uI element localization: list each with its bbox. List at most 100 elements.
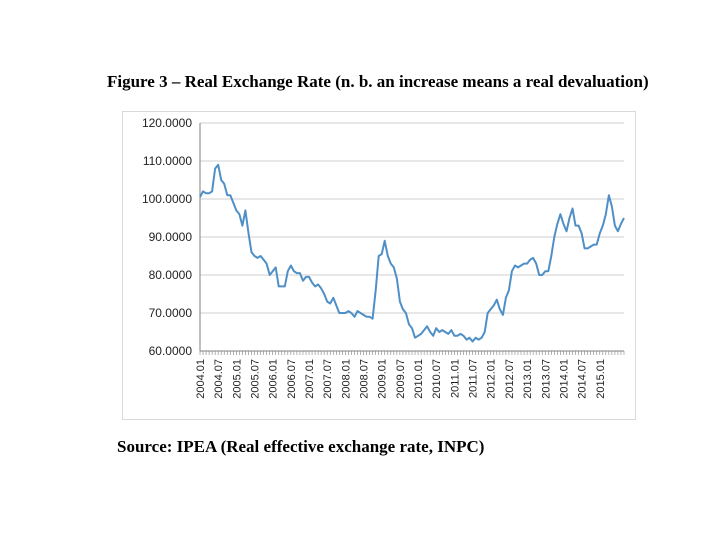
data-point bbox=[217, 164, 219, 166]
data-point bbox=[538, 274, 540, 276]
data-point bbox=[338, 312, 340, 314]
data-point bbox=[426, 325, 428, 327]
data-point bbox=[305, 276, 307, 278]
data-point bbox=[396, 278, 398, 280]
data-point bbox=[575, 225, 577, 227]
data-point bbox=[402, 308, 404, 310]
data-point bbox=[484, 331, 486, 333]
data-point bbox=[254, 255, 256, 257]
data-point bbox=[620, 223, 622, 225]
y-tick-label: 110.0000 bbox=[143, 154, 192, 168]
x-tick-label: 2011.01 bbox=[449, 359, 461, 398]
data-point bbox=[353, 316, 355, 318]
x-tick-label: 2004.01 bbox=[195, 359, 207, 399]
data-point bbox=[541, 274, 543, 276]
data-point bbox=[363, 314, 365, 316]
data-point bbox=[226, 194, 228, 196]
y-tick-label: 60.0000 bbox=[149, 344, 193, 358]
data-point bbox=[423, 329, 425, 331]
data-point bbox=[250, 251, 252, 253]
data-point bbox=[202, 190, 204, 192]
data-point bbox=[417, 335, 419, 337]
data-point bbox=[581, 232, 583, 234]
data-point bbox=[496, 299, 498, 301]
x-tick-label: 2008.07 bbox=[359, 359, 371, 399]
data-point bbox=[611, 206, 613, 208]
data-point bbox=[593, 244, 595, 246]
x-tick-label: 2004.07 bbox=[213, 359, 225, 399]
data-point bbox=[314, 285, 316, 287]
data-point bbox=[429, 331, 431, 333]
data-point bbox=[329, 303, 331, 305]
data-point bbox=[220, 179, 222, 181]
data-point bbox=[414, 337, 416, 339]
data-point bbox=[462, 335, 464, 337]
data-point bbox=[281, 285, 283, 287]
data-point bbox=[523, 263, 525, 265]
data-point bbox=[562, 223, 564, 225]
data-point bbox=[257, 257, 259, 259]
data-point bbox=[405, 312, 407, 314]
data-point bbox=[481, 337, 483, 339]
data-point bbox=[299, 272, 301, 274]
data-point bbox=[617, 230, 619, 232]
data-point bbox=[444, 331, 446, 333]
x-tick-label: 2012.07 bbox=[504, 359, 516, 399]
series-line bbox=[199, 163, 625, 343]
data-point bbox=[272, 270, 274, 272]
data-point bbox=[317, 284, 319, 286]
data-point bbox=[332, 297, 334, 299]
data-point bbox=[284, 285, 286, 287]
data-point bbox=[266, 263, 268, 265]
data-point bbox=[378, 255, 380, 257]
data-point bbox=[599, 232, 601, 234]
data-point bbox=[199, 196, 201, 198]
data-point bbox=[360, 312, 362, 314]
data-point bbox=[556, 223, 558, 225]
y-tick-labels: 60.0000 70.0000 80.0000 90.0000 100.0000 110.… bbox=[142, 116, 192, 358]
data-point bbox=[296, 272, 298, 274]
x-tick-label: 2007.07 bbox=[322, 359, 334, 399]
y-tick-label: 70.0000 bbox=[149, 306, 193, 320]
data-point bbox=[472, 341, 474, 343]
data-point bbox=[450, 329, 452, 331]
x-tick-label: 2010.01 bbox=[413, 359, 425, 399]
x-tick-label: 2006.01 bbox=[268, 359, 280, 399]
data-point bbox=[211, 190, 213, 192]
data-point bbox=[590, 246, 592, 248]
data-point bbox=[320, 287, 322, 289]
data-point bbox=[235, 209, 237, 211]
data-point bbox=[441, 329, 443, 331]
data-point bbox=[420, 333, 422, 335]
data-point bbox=[584, 247, 586, 249]
data-point bbox=[247, 232, 249, 234]
data-point bbox=[614, 225, 616, 227]
data-point bbox=[214, 168, 216, 170]
data-point bbox=[550, 255, 552, 257]
data-point bbox=[490, 308, 492, 310]
data-point bbox=[596, 244, 598, 246]
x-tick-label: 2011.07 bbox=[468, 359, 480, 398]
data-point bbox=[572, 208, 574, 210]
x-tick-label: 2013.07 bbox=[540, 359, 552, 399]
data-point bbox=[535, 263, 537, 265]
x-tick-label: 2005.07 bbox=[250, 359, 262, 399]
data-point bbox=[335, 304, 337, 306]
data-point bbox=[568, 217, 570, 219]
x-tick-label: 2014.01 bbox=[558, 359, 570, 399]
data-point bbox=[459, 333, 461, 335]
x-tick-label: 2013.01 bbox=[522, 359, 534, 399]
data-point bbox=[384, 240, 386, 242]
data-point bbox=[399, 301, 401, 303]
x-tick-label: 2014.07 bbox=[577, 359, 589, 399]
x-tick-label: 2009.07 bbox=[395, 359, 407, 399]
chart-frame bbox=[122, 111, 636, 420]
data-point bbox=[565, 230, 567, 232]
data-point bbox=[508, 289, 510, 291]
data-point bbox=[547, 270, 549, 272]
x-tick-label: 2006.07 bbox=[286, 359, 298, 399]
y-tick-label: 100.0000 bbox=[142, 192, 192, 206]
data-point bbox=[232, 202, 234, 204]
y-tick-label: 120.0000 bbox=[142, 116, 192, 130]
data-point bbox=[487, 312, 489, 314]
